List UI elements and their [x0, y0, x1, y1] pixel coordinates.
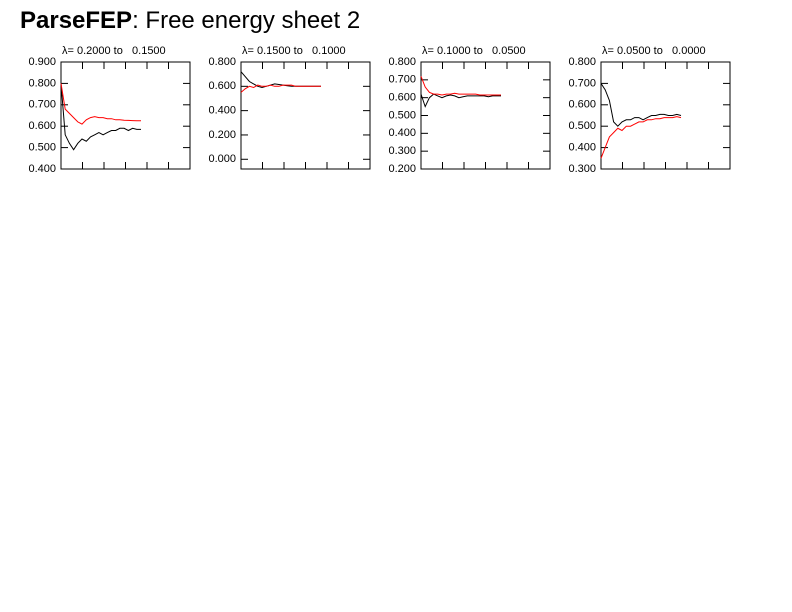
y-tick-label: 0.300 [568, 163, 596, 175]
y-tick-label: 0.600 [388, 92, 416, 104]
chart-title: λ= 0.1000 to 0.0500 [422, 45, 526, 57]
y-tick-label: 0.800 [28, 77, 56, 89]
page-title: ParseFEP: Free energy sheet 2 [20, 7, 360, 34]
y-tick-label: 0.900 [28, 56, 56, 68]
y-tick-label: 0.400 [28, 163, 56, 175]
y-tick-label: 0.800 [568, 56, 596, 68]
y-tick-label: 0.500 [28, 142, 56, 154]
y-tick-label: 0.800 [208, 56, 236, 68]
plot-frame [420, 61, 551, 170]
data-line [240, 71, 321, 89]
y-tick-label: 0.000 [208, 153, 236, 165]
y-tick-label: 0.400 [388, 127, 416, 139]
data-line [600, 116, 682, 159]
y-tick-label: 0.700 [388, 74, 416, 86]
y-tick-label: 0.400 [208, 105, 236, 117]
data-line [420, 93, 501, 108]
plot-frame [60, 61, 191, 170]
y-tick-label: 0.700 [568, 77, 596, 89]
y-tick-label: 0.600 [568, 99, 596, 111]
chart-title: λ= 0.1500 to 0.1000 [242, 45, 346, 57]
y-tick-label: 0.400 [568, 142, 596, 154]
y-tick-label: 0.600 [208, 80, 236, 92]
plot-frame [240, 61, 371, 170]
page-subtitle: : Free energy sheet 2 [132, 7, 360, 34]
data-line [60, 83, 141, 125]
y-tick-label: 0.500 [388, 109, 416, 121]
data-line [600, 83, 682, 127]
y-tick-label: 0.200 [388, 163, 416, 175]
chart-title: λ= 0.2000 to 0.1500 [62, 45, 166, 57]
y-tick-label: 0.300 [388, 145, 416, 157]
plot-frame [600, 61, 731, 170]
data-line [60, 83, 141, 151]
chart-title: λ= 0.0500 to 0.0000 [602, 45, 706, 57]
y-tick-label: 0.500 [568, 120, 596, 132]
data-line [420, 76, 501, 96]
y-tick-label: 0.800 [388, 56, 416, 68]
y-tick-label: 0.200 [208, 129, 236, 141]
y-tick-label: 0.600 [28, 120, 56, 132]
y-tick-label: 0.700 [28, 99, 56, 111]
program-name: ParseFEP [20, 7, 132, 34]
data-line [240, 84, 321, 93]
